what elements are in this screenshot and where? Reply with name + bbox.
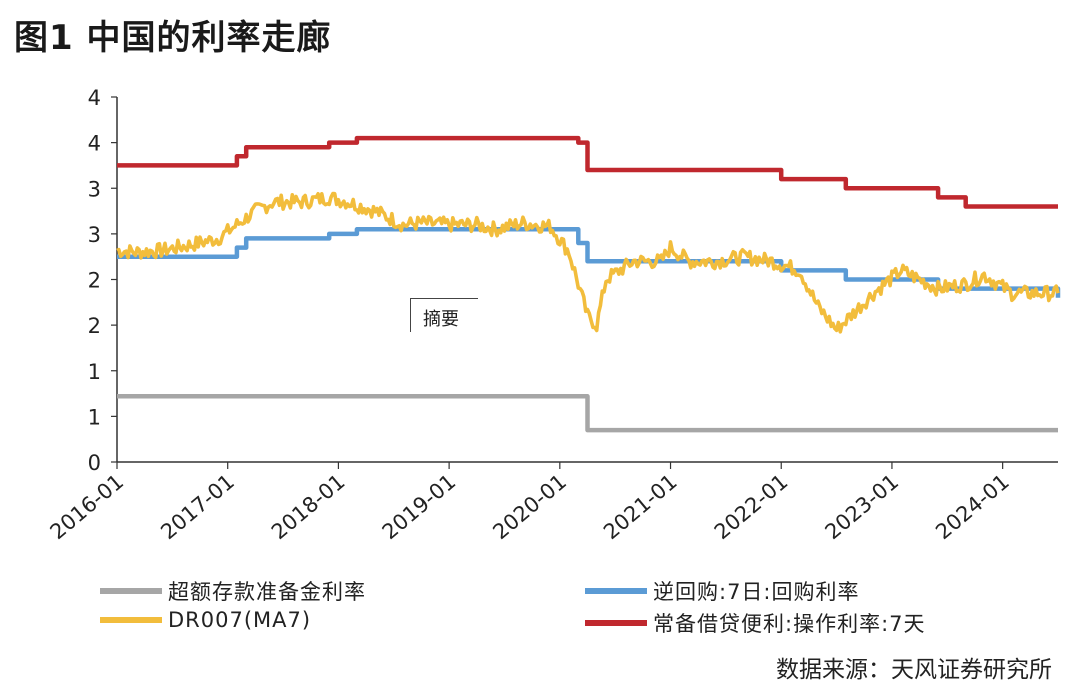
y-tick-label: 1: [88, 405, 101, 429]
legend-swatch-excess-reserve: [100, 588, 162, 594]
x-tick-label: 2022-01: [710, 469, 793, 544]
x-tick-label: 2019-01: [378, 469, 461, 544]
y-tick-label: 1: [88, 360, 101, 384]
legend-swatch-reverse-repo: [585, 588, 647, 594]
chart-title: 图1 中国的利率走廊: [14, 18, 332, 58]
series-line-0: [117, 394, 1058, 433]
legend-label-dr007: DR007(MA7): [168, 608, 312, 632]
y-tick-label: 3: [88, 177, 101, 201]
y-tick-label: 3: [88, 223, 101, 247]
annotation-box: 摘要: [410, 298, 478, 332]
y-tick-label: 0: [88, 451, 101, 475]
y-tick-label: 4: [88, 132, 101, 156]
legend-item-excess-reserve: 超额存款准备金利率: [100, 576, 366, 606]
chart-series: [116, 135, 1061, 433]
y-tick-label: 4: [88, 86, 101, 110]
series-line-2: [116, 191, 1060, 334]
legend-item-reverse-repo: 逆回购:7日:回购利率: [585, 576, 860, 606]
y-tick-label: 2: [88, 314, 101, 338]
x-tick-label: 2023-01: [821, 469, 904, 544]
x-tick-label: 2018-01: [267, 469, 350, 544]
legend-item-dr007: DR007(MA7): [100, 608, 311, 632]
x-tick-label: 2024-01: [931, 469, 1014, 544]
x-tick-label: 2016-01: [46, 469, 129, 544]
legend-label-reverse-repo: 逆回购:7日:回购利率: [653, 580, 860, 604]
legend-swatch-dr007: [100, 617, 162, 623]
series-line-1: [117, 227, 1061, 298]
legend-label-excess-reserve: 超额存款准备金利率: [168, 580, 366, 604]
x-tick-label: 2017-01: [156, 469, 239, 544]
source-note: 数据来源：天风证券研究所: [776, 657, 1052, 683]
legend-label-slf: 常备借贷便利:操作利率:7天: [653, 612, 926, 636]
x-tick-label: 2021-01: [599, 469, 682, 544]
chart-axes: 0 1 1 2 2 3 3 4 4 2016-01 2017-01 2018-01 2019-01 202…: [46, 86, 1058, 544]
x-tick-label: 2020-01: [488, 469, 571, 544]
legend-swatch-slf: [585, 620, 647, 626]
legend-item-slf: 常备借贷便利:操作利率:7天: [585, 608, 926, 638]
series-line-3: [117, 135, 1058, 209]
y-tick-label: 2: [88, 269, 101, 293]
